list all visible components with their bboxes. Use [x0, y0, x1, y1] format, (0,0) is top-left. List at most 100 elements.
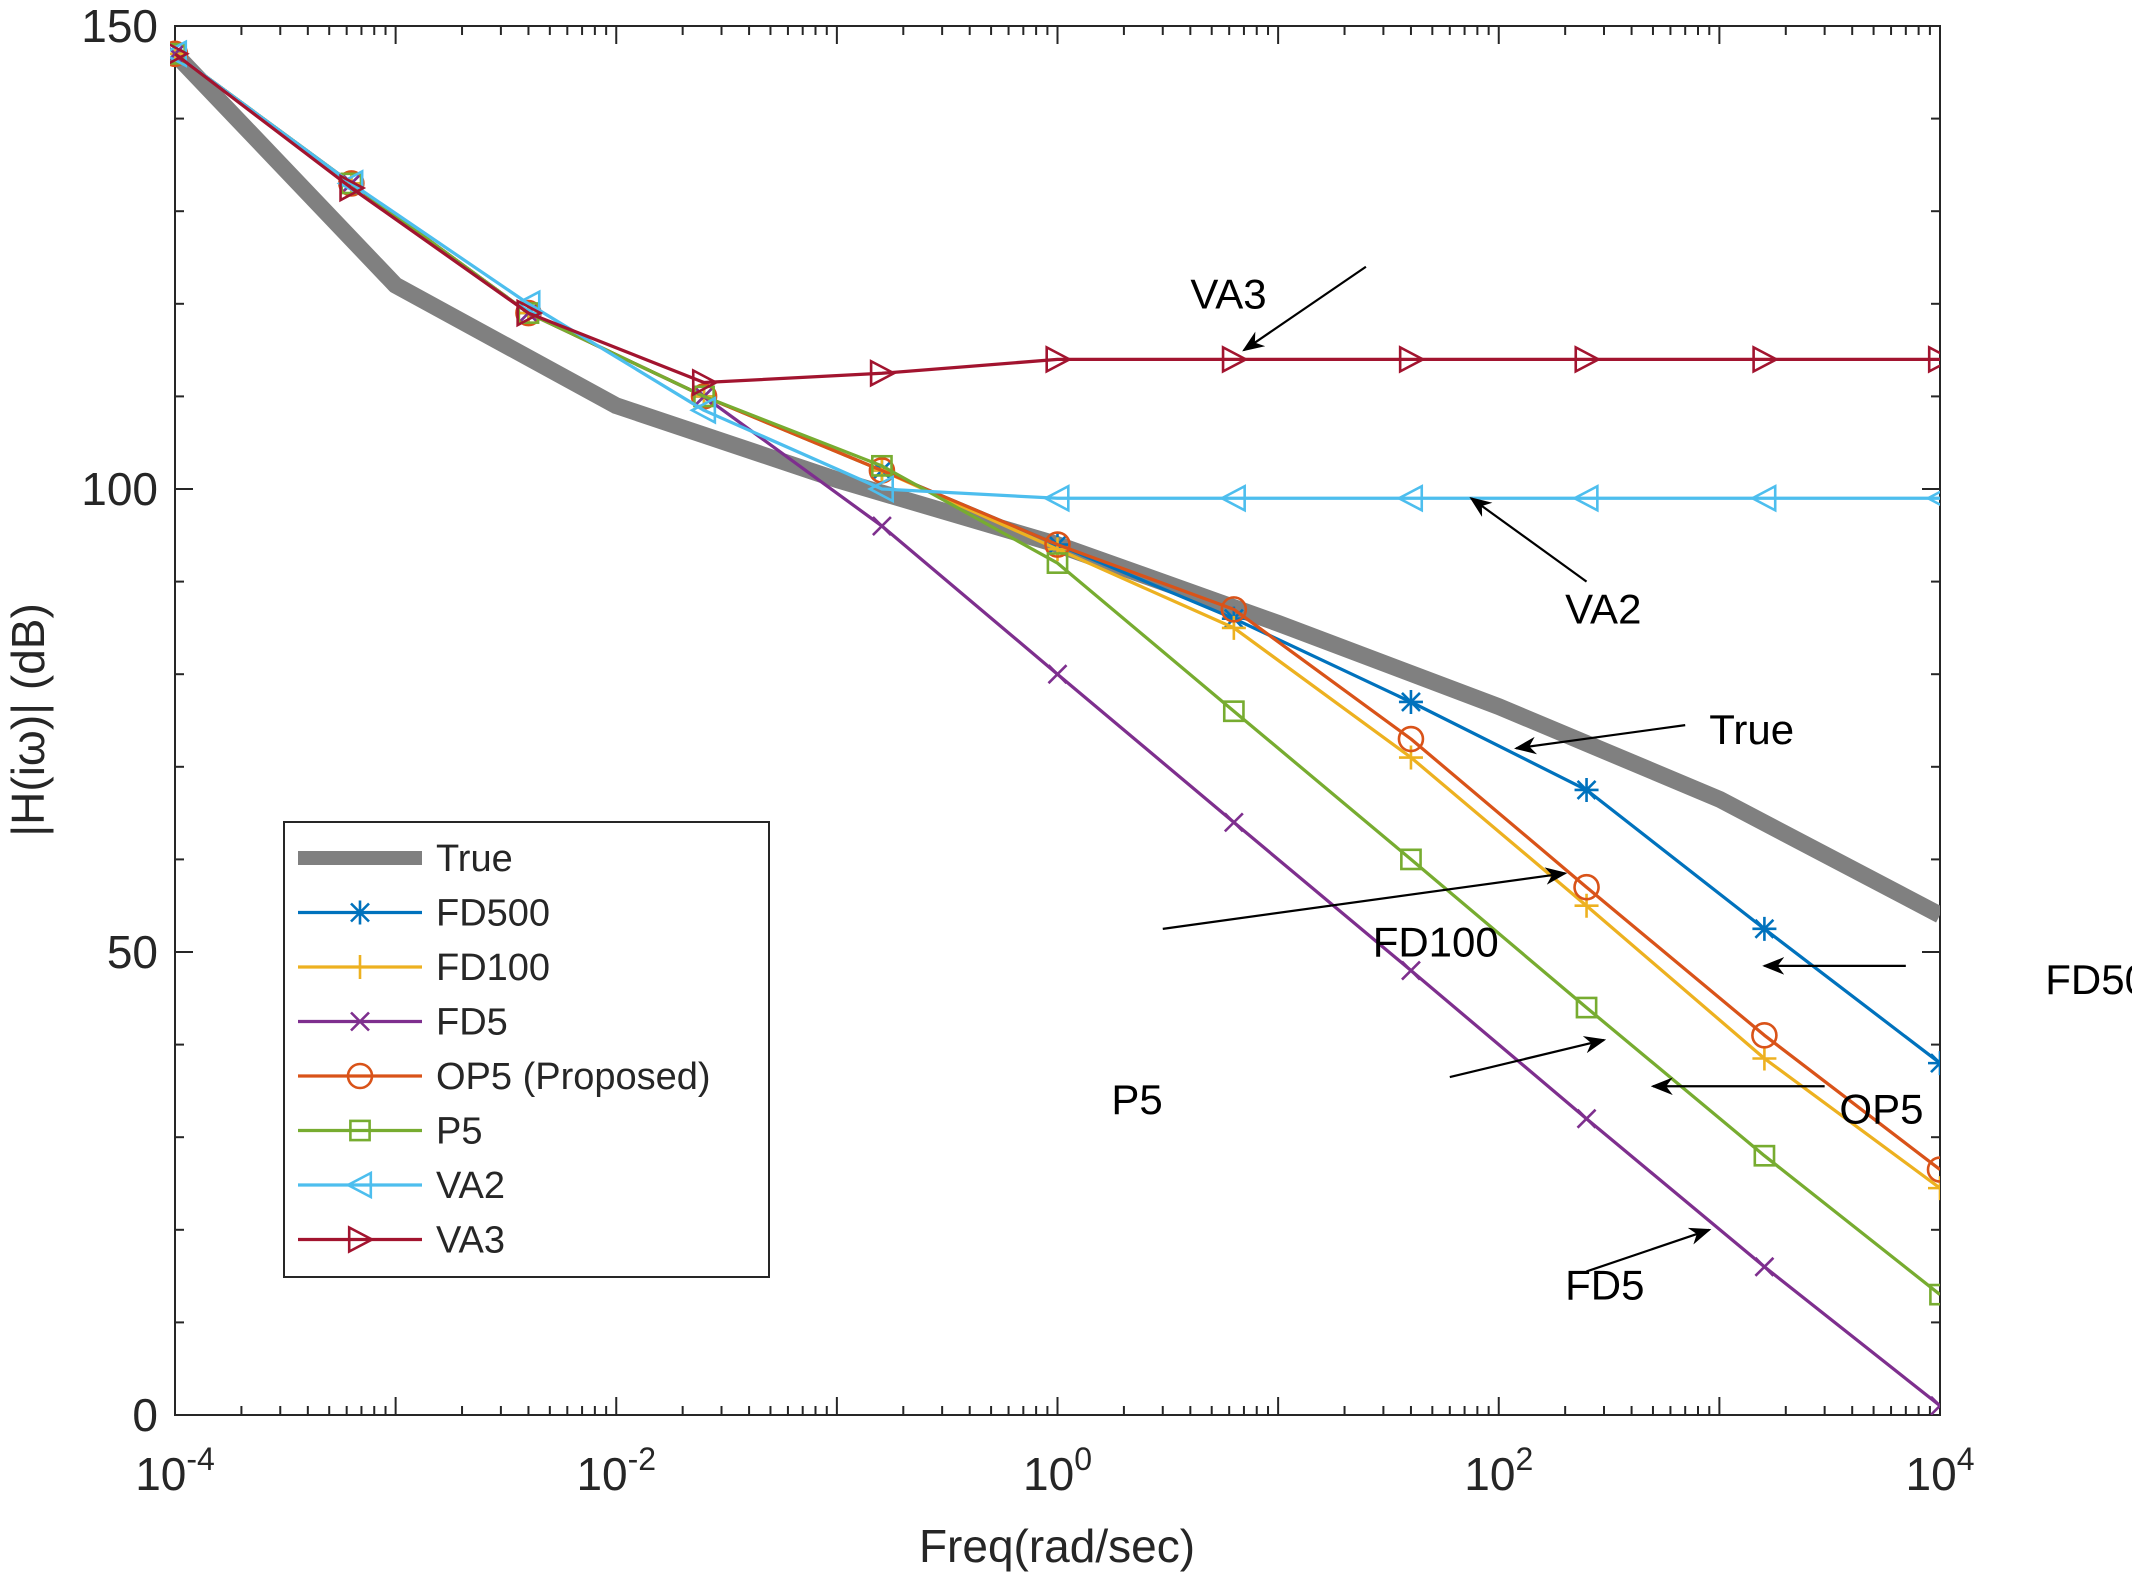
y-tick-label: 150	[81, 0, 158, 52]
legend-box	[283, 821, 770, 1278]
data-point	[691, 368, 719, 397]
annotation-label: True	[1709, 706, 1794, 753]
annotation-op5: OP5	[1650, 1077, 1923, 1132]
x-tick-label: 104	[1906, 1441, 1975, 1500]
data-point	[1571, 484, 1599, 513]
annotation-true: True	[1514, 706, 1794, 755]
data-point	[1574, 777, 1599, 802]
data-point	[1220, 596, 1248, 623]
data-point	[1928, 1051, 1940, 1076]
legend-item: P5	[298, 1111, 482, 1153]
annotation-label: OP5	[1839, 1085, 1923, 1132]
annotation-arrow	[1242, 265, 1367, 352]
y-tick-label: 50	[107, 926, 158, 978]
data-point	[1753, 1144, 1776, 1167]
annotation-arrow	[1469, 496, 1588, 583]
data-point	[1222, 700, 1245, 723]
data-point	[1752, 1046, 1777, 1071]
annotation-label: VA3	[1190, 271, 1266, 318]
data-point	[1042, 484, 1070, 513]
data-point	[1574, 893, 1599, 918]
annotation-label: VA2	[1565, 585, 1641, 632]
x-axis-label: Freq(rad/sec)	[919, 1520, 1195, 1572]
data-point	[513, 289, 541, 318]
data-point	[1219, 484, 1246, 513]
data-point	[1044, 531, 1071, 558]
annotation-arrow	[1514, 724, 1686, 755]
data-point	[348, 900, 372, 925]
data-point	[869, 359, 897, 388]
data-point	[1047, 664, 1068, 685]
data-point	[1045, 345, 1073, 374]
series-layer	[170, 39, 1940, 1415]
x-tick-label: 10-2	[576, 1441, 656, 1500]
data-point	[1398, 745, 1423, 770]
data-point	[1221, 345, 1249, 374]
data-point	[867, 474, 895, 504]
data-point	[871, 454, 893, 477]
y-tick-label: 100	[81, 463, 158, 515]
legend-label: FD500	[436, 893, 550, 935]
data-point	[350, 1011, 370, 1032]
data-point	[1928, 1176, 1940, 1201]
data-point	[1401, 960, 1421, 981]
legend-item: OP5 (Proposed)	[298, 1056, 711, 1098]
annotation-fd500: FD500	[1762, 956, 2132, 1003]
data-point	[1930, 1395, 1940, 1415]
data-point	[693, 385, 715, 408]
x-tick-label: 102	[1464, 1441, 1533, 1500]
data-point	[346, 1062, 374, 1090]
data-point	[347, 1225, 375, 1254]
legend-label: P5	[436, 1111, 482, 1153]
data-point	[348, 955, 372, 979]
legend-label: FD5	[436, 1002, 508, 1044]
annotation-va3: VA3	[1190, 265, 1367, 352]
data-point	[871, 516, 892, 536]
data-point	[1398, 345, 1426, 374]
annotation-p5: P5	[1111, 1036, 1607, 1123]
data-point	[339, 173, 367, 203]
annotation-label: FD5	[1565, 1261, 1644, 1308]
legend-label: VA3	[436, 1220, 505, 1262]
legend: True FD500 FD100 FD5 OP5 (Proposed) P5 VA2 VA3	[283, 821, 770, 1278]
legend-label: FD100	[436, 947, 550, 989]
data-point	[1927, 345, 1940, 374]
legend-item: FD5	[298, 1002, 508, 1044]
annotation-layer: VA3 VA2 True FD100 FD500 OP5 P5 FD5	[1111, 265, 2132, 1308]
data-point	[1573, 873, 1600, 901]
data-point	[1400, 848, 1422, 871]
data-point	[1397, 725, 1425, 753]
x-tick-label: 10-4	[135, 1441, 215, 1500]
data-point	[1223, 812, 1244, 833]
data-point	[1925, 490, 1940, 507]
data-point	[1752, 345, 1780, 374]
data-point	[170, 43, 190, 65]
legend-item: FD500	[298, 893, 550, 935]
x-tick-label: 100	[1023, 1441, 1092, 1500]
annotation-label: P5	[1111, 1076, 1162, 1123]
legend-item: VA3	[298, 1220, 505, 1262]
annotation-fd5: FD5	[1565, 1227, 1712, 1308]
legend-item: FD100	[298, 947, 550, 989]
annotation-va2: VA2	[1469, 496, 1641, 632]
data-point	[1574, 345, 1602, 374]
annotation-fd100: FD100	[1162, 867, 1568, 966]
data-point	[1752, 916, 1777, 941]
data-point	[516, 298, 544, 328]
data-point	[1398, 689, 1423, 714]
data-point	[1576, 1108, 1597, 1129]
annotation-arrow	[1162, 867, 1568, 930]
data-point	[345, 1170, 373, 1200]
data-point	[1046, 552, 1069, 574]
data-point	[1221, 615, 1246, 640]
data-point	[1396, 484, 1424, 513]
annotation-arrow	[1449, 1036, 1607, 1079]
legend-label: OP5 (Proposed)	[436, 1056, 711, 1098]
series-va3	[170, 43, 1940, 397]
data-point	[1926, 1156, 1940, 1183]
data-point	[1929, 1283, 1940, 1306]
axis-ticks: 10-4 10-2 100 102 104 0 50 100 150	[81, 0, 1974, 1500]
annotation-label: FD500	[2045, 956, 2132, 1003]
legend-item: True	[298, 838, 513, 880]
